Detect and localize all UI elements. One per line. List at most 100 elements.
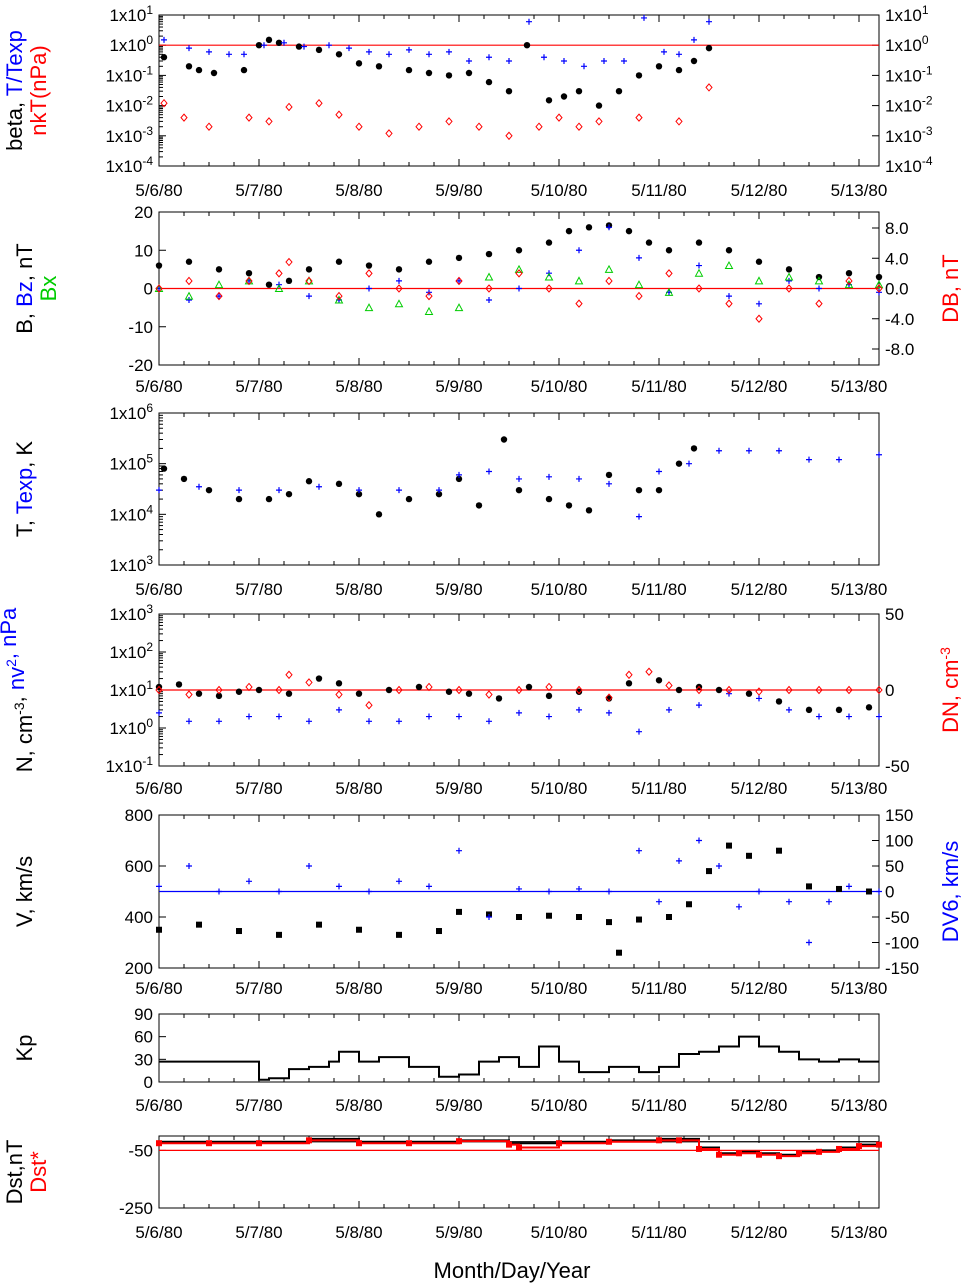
data-point [625,680,633,687]
y-tick-label: 20 [134,203,153,222]
data-point [456,471,462,478]
data-point [736,1150,742,1157]
data-point [265,36,273,44]
data-point [485,78,493,86]
series-0 [160,436,698,518]
data-point [866,888,872,895]
data-point [604,264,614,273]
x-tick-label: 5/7/80 [235,1096,282,1115]
data-point [265,495,273,503]
data-point [675,460,683,467]
data-point [365,269,373,278]
right-tick-label: 4.0 [885,249,909,268]
plot-frame [158,1013,880,1083]
y-axis-label-secondary: Dst* [26,1151,51,1193]
data-point [784,272,794,281]
data-point [806,939,812,946]
data-point [484,272,494,281]
data-point [405,495,413,503]
data-point [565,227,573,235]
data-point [285,277,293,285]
panel-Dst: -50 -250 5/6/80 5/7/80 5/8/80 5/9/80 5/10/80 5/… [2,1135,887,1242]
data-point [576,706,582,713]
data-point [486,914,492,920]
data-point [456,908,462,915]
data-point [155,262,163,269]
data-point [424,306,434,315]
right-tick-label: 0.0 [885,280,909,299]
y-tick-label: 0 [144,1073,153,1092]
y-tick-label: -250 [119,1199,153,1218]
data-point [846,883,852,890]
data-point [876,1141,882,1148]
data-point [666,914,672,920]
x-tick-label: 5/13/80 [831,1096,888,1115]
data-point [605,276,613,286]
data-point [515,685,523,695]
y-tick-label: -20 [128,356,153,375]
data-point [355,490,363,498]
data-point [506,57,512,64]
data-point [306,718,312,725]
data-point [186,45,192,52]
data-point [875,273,883,281]
panels-group: 1x1011x1001x10-11x10-21x10-31x10-41x1011… [0,3,963,1242]
data-point [184,291,194,300]
data-point [301,43,307,50]
data-point [655,486,663,494]
data-point [415,683,423,691]
series-1 [156,690,882,735]
data-point [216,888,222,895]
data-point [656,898,662,905]
data-point [516,709,522,716]
data-point [724,260,734,270]
data-point [505,87,513,95]
data-point [326,42,332,49]
data-point [240,66,248,74]
data-point [575,688,583,695]
right-tick-label: -4.0 [885,310,914,329]
x-tick-label: 5/10/80 [531,580,588,599]
data-point [425,682,433,692]
data-point [356,487,362,494]
right-tick-label: 0 [885,883,894,902]
data-point [446,48,452,55]
data-point [776,1153,782,1160]
data-point [406,46,412,53]
data-point [656,1137,662,1144]
data-point [216,293,222,300]
data-point [475,502,483,509]
x-tick-label: 5/13/80 [831,779,888,798]
data-point [690,57,698,65]
data-point [275,39,283,47]
data-point [874,280,884,289]
data-point [675,686,683,694]
data-point [545,284,553,293]
y-tick-label: 800 [125,806,153,825]
data-point [636,513,642,520]
data-point [635,291,643,301]
data-point [485,250,493,258]
data-point [335,110,343,119]
data-point [454,303,464,312]
data-point [186,863,192,869]
right-axis-label: DB, nT [938,254,963,322]
data-point [216,718,222,725]
x-tick-label: 5/8/80 [335,181,382,200]
data-point [265,117,273,126]
data-point [435,490,443,498]
right-tick-label: 50 [885,605,904,624]
data-point [394,299,404,308]
x-tick-label: 5/12/80 [731,377,788,396]
series-2 [154,260,884,315]
right-tick-label: 50 [885,857,904,876]
data-point [655,63,663,70]
data-point [666,706,672,713]
data-point [246,713,252,720]
x-tick-label: 5/9/80 [435,1223,482,1242]
data-point [541,54,547,61]
data-point [285,490,293,498]
x-tick-label: 5/8/80 [335,779,382,798]
x-tick-label: 5/10/80 [531,181,588,200]
data-point [156,926,162,933]
